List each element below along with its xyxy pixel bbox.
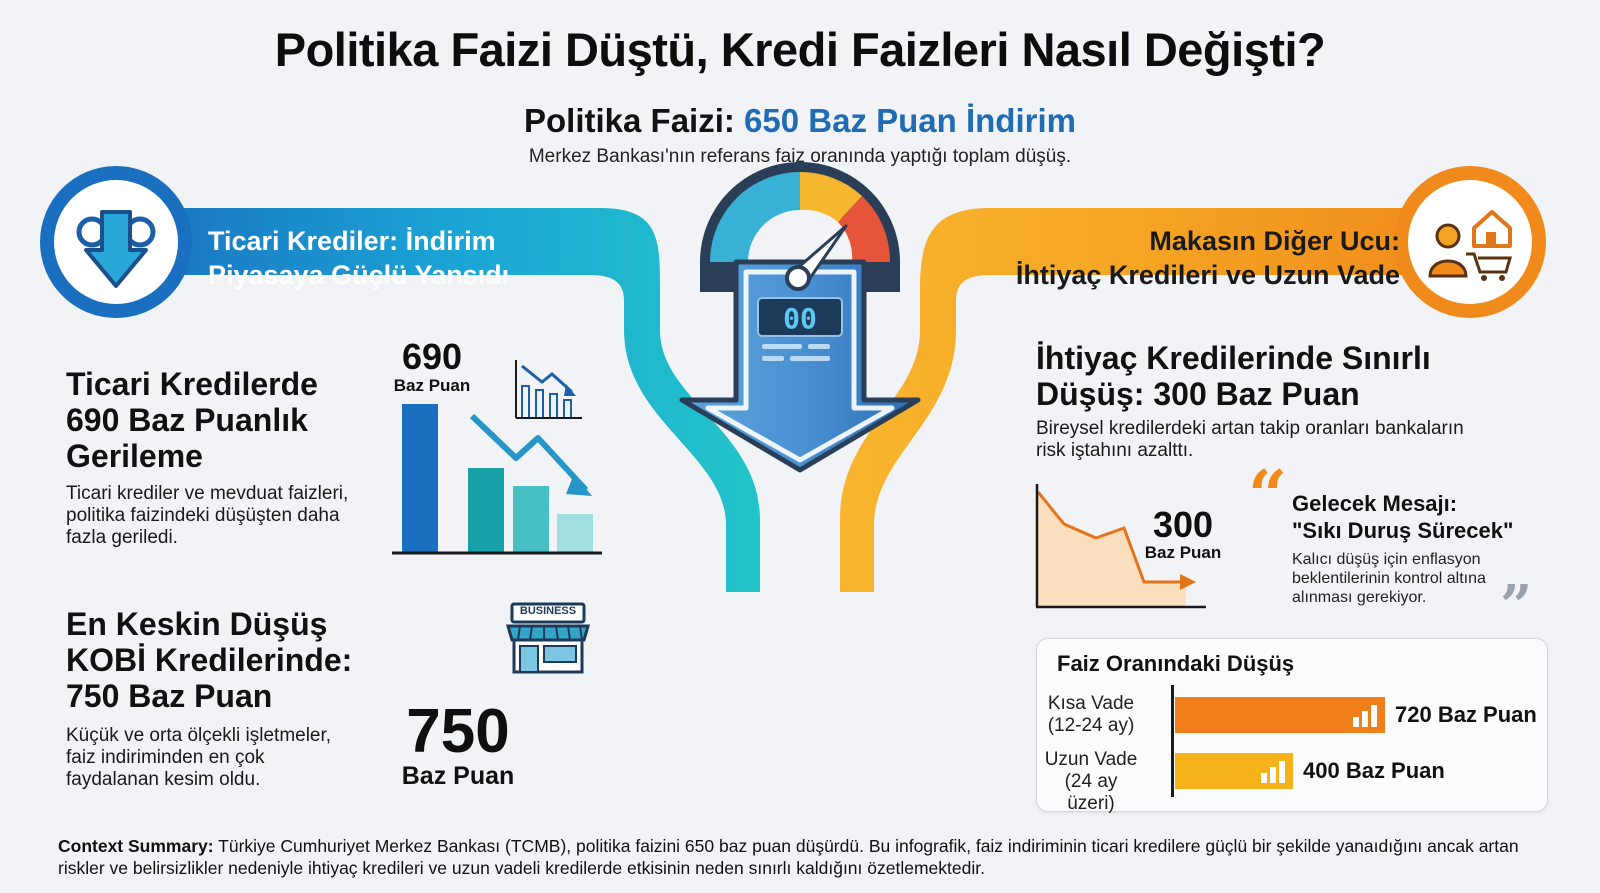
ticari-unit: Baz Puan	[393, 376, 471, 395]
short-term-label: Kısa Vade (12-24 ay)	[1039, 693, 1143, 737]
gauge-arrow-icon	[679, 162, 921, 473]
rate-panel-axis	[1171, 685, 1174, 797]
ticari-desc-line3: fazla geriledi.	[66, 527, 178, 548]
quote-open-icon: “	[1248, 456, 1288, 536]
right-banner-line1: Makasın Diğer Ucu:	[1149, 226, 1400, 256]
kobi-description: Küçük ve orta ölçekli işletmeler, faiz i…	[66, 725, 386, 791]
left-banner-line2: Piyasaya Güçlü Yansıdı	[208, 260, 510, 290]
context-label: Context Summary:	[58, 836, 214, 856]
ticari-heading-line3: Gerileme	[66, 438, 203, 474]
rate-panel-title: Faiz Oranındaki Düşüş	[1057, 651, 1295, 676]
quote-close-icon: ”	[1500, 573, 1533, 639]
ihtiyac-line-chart-graphic	[1035, 484, 1206, 609]
ihtiyac-heading-line2: Düşüş: 300 Baz Puan	[1036, 376, 1360, 412]
ticari-heading: Ticari Kredilerde 690 Baz Puanlık Gerile…	[66, 366, 318, 474]
kobi-heading-line1: En Keskin Düşüş	[66, 606, 328, 642]
storefront-sign: BUSINESS	[520, 605, 576, 617]
subtitle-prefix: Politika Faizi:	[524, 102, 735, 139]
kobi-unit: Baz Puan	[401, 762, 515, 790]
long-term-bar	[1175, 753, 1293, 789]
ticari-number: 690	[401, 336, 463, 377]
ihtiyac-heading-line1: İhtiyaç Kredilerinde Sınırlı	[1036, 340, 1431, 376]
ticari-bars-graphic	[392, 404, 602, 555]
kobi-number: 750	[406, 697, 510, 766]
ticari-description: Ticari krediler ve mevduat faizleri, pol…	[66, 483, 386, 549]
short-term-label-line1: Kısa Vade	[1047, 693, 1135, 714]
ticari-desc-line1: Ticari krediler ve mevduat faizleri,	[66, 483, 349, 504]
context-text: Türkiye Cumhuriyet Merkez Bankası (TCMB)…	[58, 836, 1519, 878]
gear-down-arrow-icon	[76, 210, 156, 288]
quote-heading-line1: Gelecek Mesajı:	[1292, 491, 1458, 516]
ticari-heading-line2: 690 Baz Puanlık	[66, 402, 308, 438]
ihtiyac-desc-line2: risk iştahını azalttı.	[1036, 440, 1194, 461]
ihtiyac-number: 300	[1152, 504, 1214, 545]
quote-text-line1: Kalıcı düşüş için enflasyon	[1292, 551, 1481, 568]
ticari-heading-line1: Ticari Kredilerde	[66, 366, 318, 402]
policy-rate-subtitle: Politika Faizi: 650 Baz Puan İndirim	[0, 102, 1600, 140]
bar-chart-icon	[1353, 705, 1379, 727]
quote-heading-line2: "Sıkı Duruş Sürecek"	[1292, 518, 1514, 543]
subtitle-highlight: 650 Baz Puan İndirim	[744, 102, 1076, 139]
long-term-value: 400 Baz Puan	[1303, 758, 1445, 783]
quote-text: Kalıcı düşüş için enflasyon beklentileri…	[1292, 550, 1522, 607]
kobi-heading: En Keskin Düşüş KOBİ Kredilerinde: 750 B…	[66, 606, 352, 714]
left-banner-heading: Ticari Krediler: İndirim Piyasaya Güçlü …	[208, 224, 509, 292]
short-term-label-line2: (12-24 ay)	[1047, 715, 1135, 736]
quote-text-line2: beklentilerinin kontrol altına	[1292, 570, 1486, 587]
ihtiyac-desc-line1: Bireysel kredilerdeki artan takip oranla…	[1036, 418, 1464, 439]
kobi-desc-line3: faydalanan kesim oldu.	[66, 769, 261, 790]
right-banner-heading: Makasın Diğer Ucu: İhtiyaç Kredileri ve …	[1016, 224, 1400, 292]
kobi-desc-line2: faiz indiriminden en çok	[66, 747, 265, 768]
page-title: Politika Faizi Düştü, Kredi Faizleri Nas…	[274, 23, 1326, 76]
quote-heading: Gelecek Mesajı: "Sıkı Duruş Sürecek"	[1292, 490, 1513, 544]
subtitle-description: Merkez Bankası'nın referans faiz oranınd…	[528, 146, 1072, 167]
gauge-readout: 00	[783, 302, 817, 335]
kobi-desc-line1: Küçük ve orta ölçekli işletmeler,	[66, 725, 332, 746]
ihtiyac-unit: Baz Puan	[1144, 543, 1222, 562]
quote-text-line3: alınması gerekiyor.	[1292, 589, 1427, 606]
long-term-label-line2: (24 ay üzeri)	[1064, 771, 1118, 814]
kobi-heading-line3: 750 Baz Puan	[66, 678, 273, 714]
long-term-label: Uzun Vade (24 ay üzeri)	[1039, 749, 1143, 815]
rate-decline-panel: Faiz Oranındaki Düşüş Kısa Vade (12-24 a…	[1036, 638, 1548, 815]
left-banner-line1: Ticari Krediler: İndirim	[208, 226, 496, 256]
right-banner-line2: İhtiyaç Kredileri ve Uzun Vade	[1015, 260, 1400, 290]
context-summary: Context Summary: Türkiye Cumhuriyet Merk…	[58, 835, 1548, 879]
shopper-cart-house-icon	[1428, 210, 1512, 281]
kobi-heading-line2: KOBİ Kredilerinde:	[66, 642, 353, 678]
ihtiyac-description: Bireysel kredilerdeki artan takip oranla…	[1036, 418, 1516, 462]
ticari-desc-line2: politika faizindeki düşüşten daha	[66, 505, 340, 526]
storefront-icon	[506, 602, 590, 674]
ihtiyac-heading: İhtiyaç Kredilerinde Sınırlı Düşüş: 300 …	[1036, 340, 1431, 412]
small-chart-down-icon	[515, 360, 582, 419]
short-term-bar	[1175, 697, 1385, 733]
long-term-label-line1: Uzun Vade	[1044, 749, 1138, 770]
short-term-value: 720 Baz Puan	[1395, 702, 1537, 727]
bar-chart-icon	[1261, 761, 1287, 783]
